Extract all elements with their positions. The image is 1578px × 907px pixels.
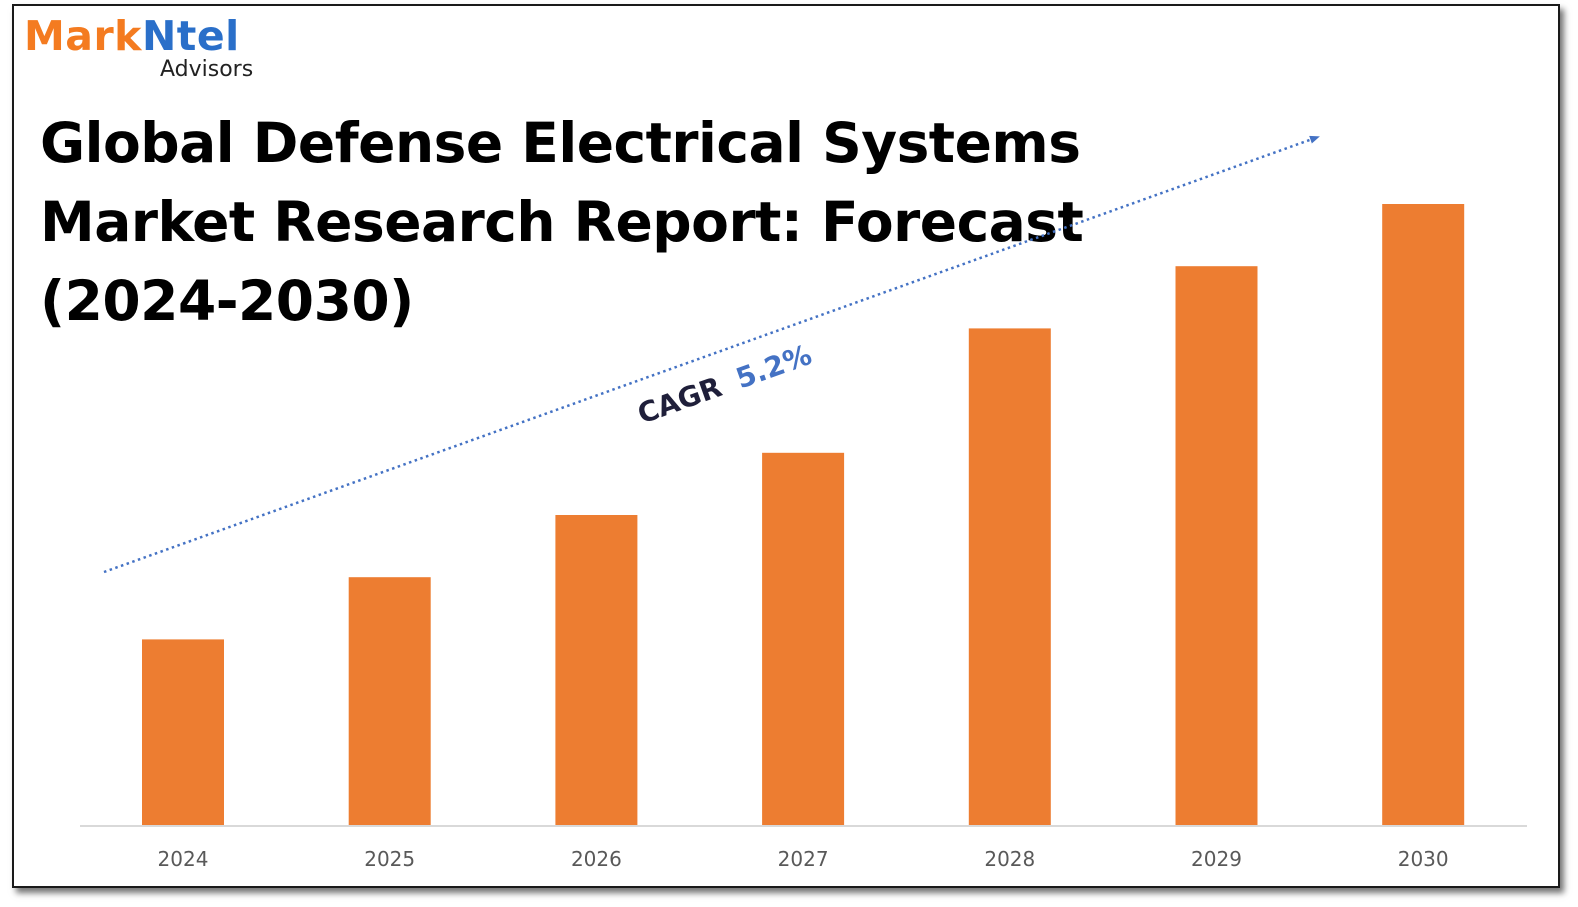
cagr-annotation: CAGR 5.2% <box>633 338 816 430</box>
logo-wordmark: MarkNtel <box>24 12 240 60</box>
logo-subtitle: Advisors <box>160 57 254 82</box>
bar-2029 <box>1175 266 1258 826</box>
chart-title-line-2: Market Research Report: Forecast <box>40 190 1084 254</box>
cagr-value: 5.2% <box>732 338 816 395</box>
x-tick-label-2029: 2029 <box>1191 847 1242 871</box>
cagr-label: CAGR <box>633 370 726 430</box>
logo-ntel-text: Ntel <box>141 12 240 60</box>
bar-2027 <box>762 452 845 826</box>
x-tick-label-2028: 2028 <box>984 847 1035 871</box>
chart-title-line-1: Global Defense Electrical Systems <box>40 111 1081 175</box>
marknetel-logo: MarkNtel Advisors <box>24 12 253 82</box>
trend-arrow <box>103 135 1320 574</box>
bar-2025 <box>348 577 431 826</box>
bar-2026 <box>555 515 638 826</box>
x-tick-label-2025: 2025 <box>364 847 415 871</box>
x-tick-label-2027: 2027 <box>778 847 829 871</box>
bar-2028 <box>968 328 1051 826</box>
x-axis-ticks: 2024 2025 2026 2027 2028 2029 2030 <box>158 847 1449 871</box>
x-tick-label-2026: 2026 <box>571 847 622 871</box>
chart-title-line-3: (2024-2030) <box>40 269 414 333</box>
logo-mark-text: Mark <box>24 12 142 60</box>
bar-2030 <box>1382 204 1465 826</box>
bar-series <box>142 204 1465 826</box>
x-tick-label-2024: 2024 <box>158 847 209 871</box>
chart-title: Global Defense Electrical Systems Market… <box>40 104 1084 341</box>
bar-2024 <box>142 639 224 826</box>
x-tick-label-2030: 2030 <box>1398 847 1449 871</box>
